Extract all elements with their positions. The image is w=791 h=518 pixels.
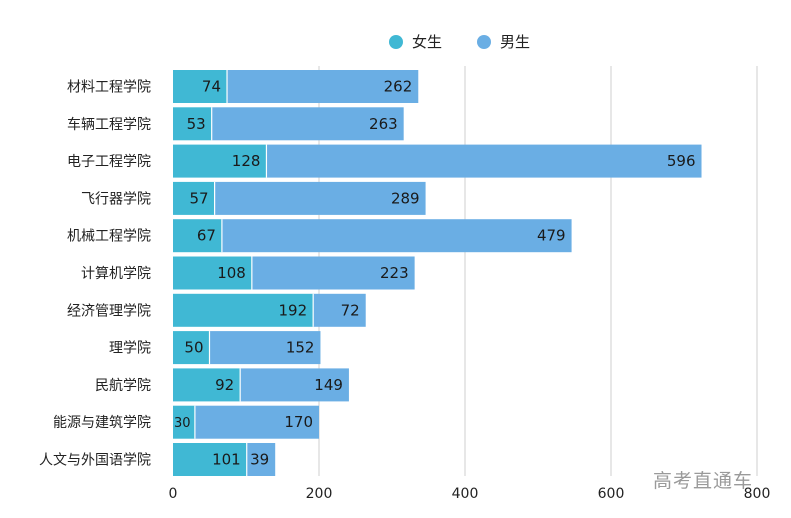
x-tick-label: 0 bbox=[169, 486, 178, 502]
category-label: 飞行器学院 bbox=[81, 191, 151, 207]
bar-male bbox=[221, 219, 572, 253]
legend: 女生 男生 bbox=[389, 33, 530, 51]
category-label: 车辆工程学院 bbox=[67, 116, 151, 133]
data-label-male: 223 bbox=[380, 264, 409, 282]
category-label: 能源与建筑学院 bbox=[53, 415, 151, 431]
category-label: 民航学院 bbox=[95, 378, 151, 394]
data-label-female: 57 bbox=[190, 189, 209, 207]
legend-swatch-female bbox=[389, 35, 403, 49]
x-tick-label: 200 bbox=[306, 486, 333, 502]
data-label-female: 192 bbox=[279, 301, 308, 319]
x-tick-label: 600 bbox=[598, 486, 625, 502]
bar-female bbox=[173, 107, 212, 141]
data-label-female: 101 bbox=[212, 451, 241, 469]
bar-female bbox=[173, 331, 210, 365]
data-label-male: 39 bbox=[250, 451, 269, 469]
bar-female bbox=[173, 405, 195, 439]
legend-label-female: 女生 bbox=[412, 33, 442, 51]
watermark: 高考直通车 bbox=[653, 470, 754, 492]
bar-female bbox=[173, 368, 241, 402]
x-tick-label: 800 bbox=[744, 486, 771, 502]
category-label: 电子工程学院 bbox=[67, 154, 151, 170]
x-axis-ticks: 0 200 400 600 800 bbox=[169, 486, 771, 502]
bar-male bbox=[246, 443, 276, 476]
bar-male bbox=[209, 331, 321, 365]
bar-female bbox=[173, 144, 267, 178]
bar-female bbox=[173, 219, 222, 253]
category-label: 计算机学院 bbox=[81, 266, 151, 282]
data-label-female: 67 bbox=[197, 227, 216, 245]
x-tick-label: 400 bbox=[452, 486, 479, 502]
bar-female bbox=[173, 70, 228, 103]
category-label: 理学院 bbox=[109, 341, 151, 357]
category-labels: 材料工程学院车辆工程学院电子工程学院飞行器学院机械工程学院计算机学院经济管理学院… bbox=[39, 80, 151, 469]
bar-female bbox=[173, 181, 215, 215]
data-label-male: 72 bbox=[341, 301, 360, 319]
data-label-female: 108 bbox=[217, 264, 246, 282]
data-label-female: 128 bbox=[232, 152, 261, 170]
category-label: 机械工程学院 bbox=[67, 229, 151, 245]
data-label-male: 152 bbox=[286, 339, 315, 357]
data-label-male: 263 bbox=[369, 115, 398, 133]
bar-male bbox=[227, 70, 419, 103]
category-label: 人文与外国语学院 bbox=[39, 453, 151, 469]
data-label-female: 92 bbox=[215, 376, 234, 394]
data-label-male: 149 bbox=[314, 376, 343, 394]
bar-male bbox=[214, 181, 426, 215]
data-label-female: 30 bbox=[174, 416, 191, 431]
bar-male bbox=[251, 256, 415, 290]
bar-male bbox=[211, 107, 404, 141]
data-label-male: 289 bbox=[391, 189, 420, 207]
data-label-male: 479 bbox=[537, 227, 566, 245]
legend-swatch-male bbox=[477, 35, 491, 49]
data-label-male: 262 bbox=[384, 78, 413, 96]
bar-male bbox=[313, 293, 366, 327]
bar-female bbox=[173, 293, 314, 327]
bars: 74 262 53 263 128 596 57 289 67 479 108 223 192 72 50 1… bbox=[173, 70, 702, 476]
category-label: 经济管理学院 bbox=[67, 303, 151, 319]
data-label-female: 50 bbox=[184, 339, 203, 357]
bar-female bbox=[173, 443, 247, 476]
legend-label-male: 男生 bbox=[500, 33, 530, 51]
data-label-male: 596 bbox=[667, 152, 696, 170]
data-label-male: 170 bbox=[284, 413, 313, 431]
bar-male bbox=[266, 144, 702, 178]
category-label: 材料工程学院 bbox=[67, 80, 151, 96]
bar-male bbox=[194, 405, 319, 439]
bar-female bbox=[173, 256, 252, 290]
bar-male bbox=[240, 368, 349, 402]
data-label-female: 74 bbox=[202, 78, 221, 96]
data-label-female: 53 bbox=[187, 115, 206, 133]
